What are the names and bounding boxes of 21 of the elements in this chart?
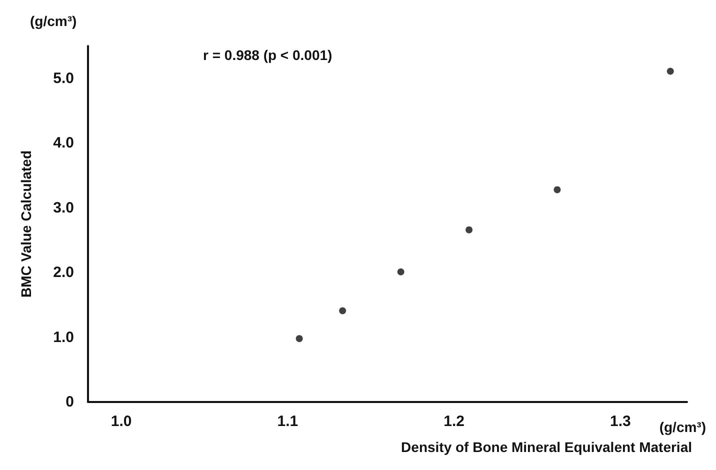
x-tick-label: 1.2 <box>444 413 464 430</box>
x-tick-label: 1.1 <box>277 413 298 430</box>
x-tick-label: 1.0 <box>110 413 132 430</box>
point <box>466 226 473 234</box>
x-tick-label: 1.3 <box>610 413 631 430</box>
text: (g/cm³) <box>30 13 77 29</box>
point <box>339 307 346 314</box>
y-tick-label: 0 <box>66 394 74 410</box>
y-axis-title: BMC Value Calculated <box>18 150 34 298</box>
annotation: r = 0.988 (p < 0.001) <box>203 47 332 63</box>
point <box>666 68 674 75</box>
x-axis-title: Density of Bone Mineral Equivalent Material <box>401 439 692 455</box>
y-tick-label: 5.0 <box>53 70 74 87</box>
point <box>554 186 561 194</box>
y-tick-label: 3.0 <box>53 199 74 216</box>
y-tick-label: 4.0 <box>53 134 74 152</box>
point <box>397 268 404 276</box>
y-tick-label: 1.0 <box>53 328 74 346</box>
text: (g/cm³) <box>659 419 706 435</box>
y-tick-label: 2.0 <box>53 264 74 282</box>
point <box>296 335 303 342</box>
